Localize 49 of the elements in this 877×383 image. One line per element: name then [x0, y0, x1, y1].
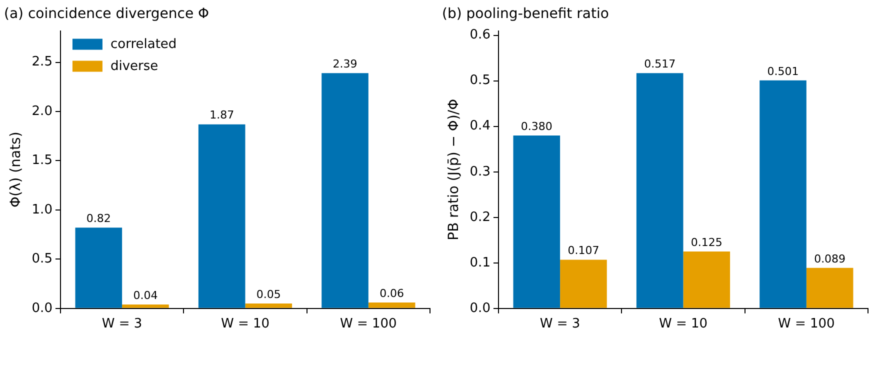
y-tick-label: 0.1 — [470, 255, 490, 270]
data-label: 0.05 — [256, 288, 281, 301]
y-tick-label: 0.5 — [32, 252, 52, 267]
bar — [198, 124, 246, 308]
x-tick-label: W = 100 — [340, 316, 397, 332]
bar — [322, 73, 368, 308]
y-tick-label: 2.5 — [32, 54, 52, 70]
data-label: 0.517 — [644, 57, 676, 70]
x-tick-label: W = 3 — [102, 316, 142, 332]
data-label: 0.04 — [133, 288, 158, 302]
bar — [75, 228, 122, 308]
bar — [560, 260, 607, 308]
y-tick-label: 2.0 — [32, 104, 52, 119]
data-label: 0.06 — [380, 286, 404, 300]
y-tick-label: 1.0 — [32, 202, 52, 218]
chart-title: (a) coincidence divergence Φ — [4, 6, 210, 22]
data-label: 1.87 — [210, 108, 234, 122]
x-tick-label: W = 10 — [220, 316, 270, 332]
data-label: 0.82 — [86, 212, 111, 226]
bar — [368, 302, 416, 308]
y-tick-label: 0.3 — [470, 164, 490, 180]
bar — [806, 268, 854, 308]
bar — [636, 73, 684, 308]
x-tick-label: W = 10 — [658, 316, 708, 332]
y-tick-label: 1.5 — [32, 153, 52, 168]
bar — [760, 80, 806, 308]
x-tick-label: W = 100 — [778, 316, 835, 332]
data-label: 2.39 — [332, 57, 358, 70]
chart-title: (b) pooling-benefit ratio — [442, 6, 609, 22]
bar — [683, 252, 730, 308]
bar — [122, 304, 169, 308]
bar — [245, 303, 292, 308]
y-tick-label: 0.0 — [32, 300, 52, 316]
data-label: 0.089 — [814, 252, 846, 266]
data-label: 0.125 — [690, 236, 722, 249]
y-tick-label: 0.0 — [470, 300, 490, 316]
y-tick-label: 0.5 — [470, 73, 490, 88]
y-tick-label: 0.6 — [470, 28, 490, 43]
legend-label: diverse — [110, 59, 158, 74]
bar — [513, 135, 560, 308]
x-tick-label: W = 3 — [540, 316, 580, 332]
y-axis-title: PB ratio (J(p̄) − Φ)/Φ — [446, 98, 462, 240]
data-label: 0.380 — [520, 120, 552, 133]
y-tick-label: 0.4 — [470, 118, 490, 134]
y-axis-title: Φ(λ) (nats) — [8, 132, 24, 208]
y-tick-label: 0.2 — [470, 210, 490, 225]
data-label: 0.501 — [767, 64, 799, 78]
data-label: 0.107 — [568, 244, 600, 258]
legend-label: correlated — [110, 37, 177, 52]
